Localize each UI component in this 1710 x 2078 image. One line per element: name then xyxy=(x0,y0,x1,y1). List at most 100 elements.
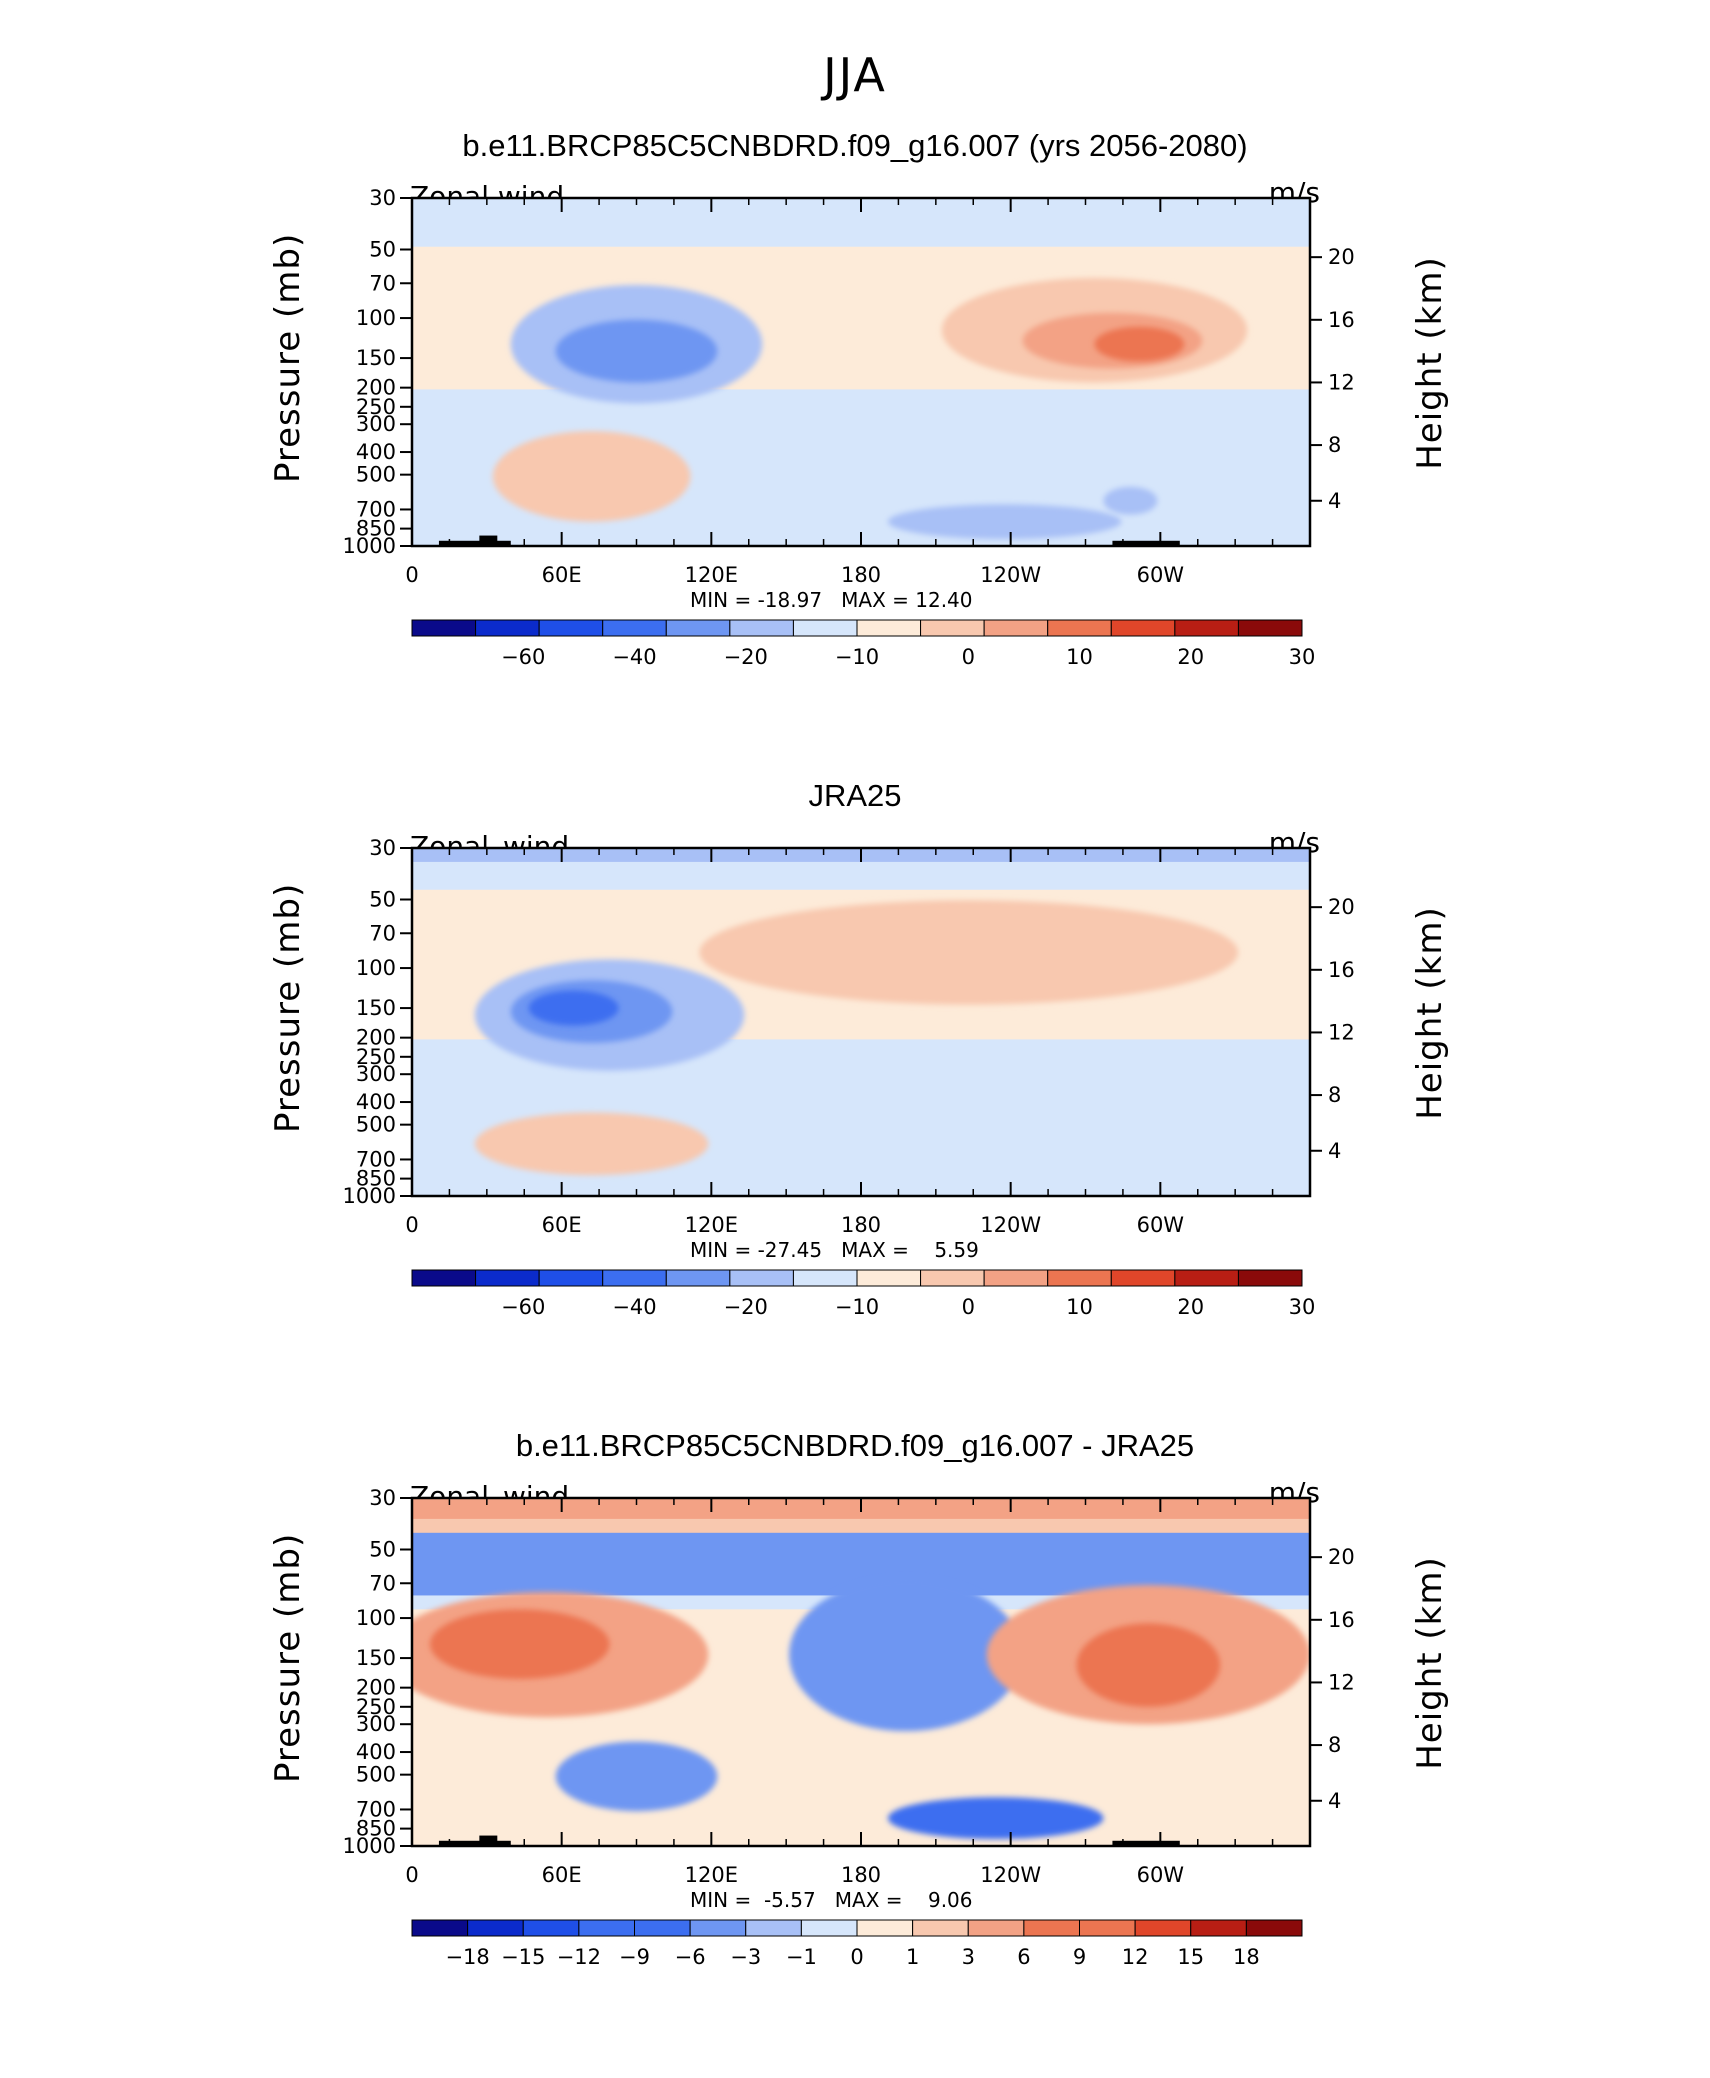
colorbar-label: 15 xyxy=(1177,1945,1204,1969)
y-axis-right-label: Height (km) xyxy=(1410,906,1450,1120)
x-tick-label: 0 xyxy=(405,563,418,587)
panel-observation: JRA25 Zonal_wind m/s Pressure (mb) Heigh… xyxy=(0,778,1710,1428)
y-tick-label: 50 xyxy=(369,888,396,912)
y-right-tick-label: 4 xyxy=(1328,489,1341,513)
colorbar-cell xyxy=(1174,1269,1239,1287)
colorbar-cell xyxy=(983,1269,1049,1287)
panel-title: JRA25 xyxy=(808,778,902,813)
colorbar-cell xyxy=(411,1269,477,1287)
y-tick-label: 200 xyxy=(356,1026,396,1050)
y-tick-label: 70 xyxy=(369,271,396,295)
contour-region xyxy=(1076,1049,1221,1120)
contour-region xyxy=(474,1112,709,1176)
colorbar-label: −40 xyxy=(612,1295,656,1319)
x-tick-label: 60E xyxy=(542,1213,582,1237)
colorbar-label: −10 xyxy=(835,1295,879,1319)
colorbar-cell xyxy=(475,1269,540,1287)
colorbar-cell xyxy=(1110,619,1176,637)
colorbar-cell xyxy=(745,1919,802,1937)
y-tick-label: 100 xyxy=(356,1606,396,1630)
colorbar-label: −15 xyxy=(501,1945,545,1969)
colorbar-cell xyxy=(856,1269,922,1287)
colorbar-label: −18 xyxy=(445,1945,489,1969)
x-tick-label: 120W xyxy=(980,1213,1041,1237)
x-tick-label: 120E xyxy=(685,563,738,587)
colorbar: −60 −40 −20 −10 0 10 20 30 xyxy=(411,1269,1315,1319)
x-tick-label: 120W xyxy=(980,563,1041,587)
y-tick-label: 400 xyxy=(356,440,396,464)
y-tick-label: 100 xyxy=(356,306,396,330)
x-tick-label: 0 xyxy=(405,1863,418,1887)
colorbar-cell xyxy=(1110,1269,1176,1287)
y-tick-label: 200 xyxy=(356,1676,396,1700)
y-tick-label: 50 xyxy=(369,1538,396,1562)
x-tick-label: 180 xyxy=(841,1213,881,1237)
colorbar-cell xyxy=(522,1919,580,1937)
y-tick-label: 30 xyxy=(369,836,396,860)
colorbar-label: 1 xyxy=(906,1945,919,1969)
y-tick-label: 850 xyxy=(356,517,396,541)
contour-field xyxy=(412,198,1310,546)
colorbar-cell xyxy=(967,1919,1025,1937)
contour-band xyxy=(412,1518,1310,1534)
colorbar-cell xyxy=(856,1919,914,1937)
x-tick-label: 180 xyxy=(841,563,881,587)
y-right-tick-label: 4 xyxy=(1328,1139,1341,1163)
topography xyxy=(1112,1840,1180,1846)
y-tick-label: 500 xyxy=(356,1113,396,1137)
colorbar-cell xyxy=(578,1919,635,1937)
colorbar-label: 0 xyxy=(850,1945,863,1969)
x-tick-label: 120E xyxy=(685,1213,738,1237)
contour-region xyxy=(1094,326,1185,362)
x-tick-label: 60E xyxy=(542,563,582,587)
colorbar-cell xyxy=(1134,1919,1192,1937)
x-tick-label: 120W xyxy=(980,1863,1041,1887)
x-tick-label: 180 xyxy=(841,1863,881,1887)
y-tick-label: 150 xyxy=(356,996,396,1020)
contour-region xyxy=(528,990,619,1026)
y-tick-label: 30 xyxy=(369,186,396,210)
colorbar-label: −12 xyxy=(557,1945,601,1969)
colorbar-cell xyxy=(1047,619,1112,637)
y-tick-label: 250 xyxy=(356,1045,396,1069)
contour-region xyxy=(492,431,691,522)
y-tick-label: 700 xyxy=(356,1797,396,1821)
y-tick-label: 150 xyxy=(356,1646,396,1670)
y-tick-label: 70 xyxy=(369,921,396,945)
max-label: MAX = 12.40 xyxy=(841,588,973,612)
colorbar-label: 10 xyxy=(1066,1295,1093,1319)
colorbar-label: 12 xyxy=(1122,1945,1149,1969)
colorbar-cell xyxy=(538,1269,604,1287)
x-tick-label: 60W xyxy=(1137,1863,1185,1887)
colorbar-cell xyxy=(602,619,667,637)
y-tick-label: 50 xyxy=(369,238,396,262)
colorbar-cell xyxy=(792,1269,858,1287)
y-right-tick-label: 16 xyxy=(1328,1608,1355,1632)
colorbar-label: 9 xyxy=(1073,1945,1086,1969)
y-right-tick-label: 20 xyxy=(1328,245,1355,269)
colorbar-cell xyxy=(856,619,922,637)
y-tick-label: 500 xyxy=(356,463,396,487)
contour-region xyxy=(555,319,718,383)
colorbar-label: 20 xyxy=(1177,1295,1204,1319)
y-tick-label: 200 xyxy=(356,376,396,400)
y-tick-label: 250 xyxy=(356,1695,396,1719)
colorbar-cell xyxy=(1190,1919,1247,1937)
colorbar-cell xyxy=(1079,1919,1136,1937)
colorbar-label: 0 xyxy=(962,645,975,669)
colorbar-label: −3 xyxy=(730,1945,761,1969)
contour-region xyxy=(887,504,1122,540)
max-label: MAX = 9.06 xyxy=(834,1888,973,1912)
colorbar-cell xyxy=(538,619,604,637)
y-right-tick-label: 4 xyxy=(1328,1789,1341,1813)
colorbar-label: 6 xyxy=(1017,1945,1030,1969)
colorbar-label: 20 xyxy=(1177,645,1204,669)
y-right-tick-label: 16 xyxy=(1328,308,1355,332)
colorbar-cell xyxy=(689,1919,747,1937)
colorbar-cell xyxy=(467,1919,524,1937)
colorbar-cell xyxy=(983,619,1049,637)
x-tick-label: 0 xyxy=(405,1213,418,1237)
